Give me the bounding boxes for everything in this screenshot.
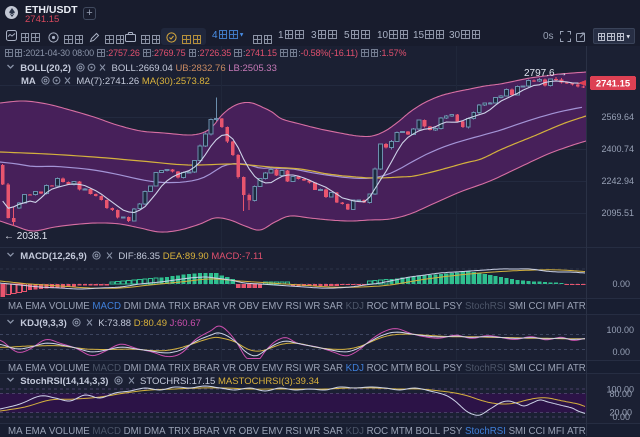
svg-text:20.00: 20.00 <box>609 408 632 418</box>
svg-text:100.00: 100.00 <box>606 325 634 335</box>
svg-text:0.00: 0.00 <box>612 279 630 289</box>
svg-text:2242.94: 2242.94 <box>601 176 634 186</box>
svg-text:← 2038.1: ← 2038.1 <box>4 231 48 242</box>
svg-text:2569.64: 2569.64 <box>601 112 634 122</box>
svg-text:2797.6 →: 2797.6 → <box>524 68 567 79</box>
svg-text:80.00: 80.00 <box>609 389 632 399</box>
svg-text:0.00: 0.00 <box>612 347 630 357</box>
svg-text:2095.51: 2095.51 <box>601 208 634 218</box>
svg-text:0.00: 0.00 <box>612 412 630 422</box>
svg-text:2741.15: 2741.15 <box>596 79 631 90</box>
svg-text:100.00: 100.00 <box>606 385 634 395</box>
svg-text:2400.74: 2400.74 <box>601 144 634 154</box>
